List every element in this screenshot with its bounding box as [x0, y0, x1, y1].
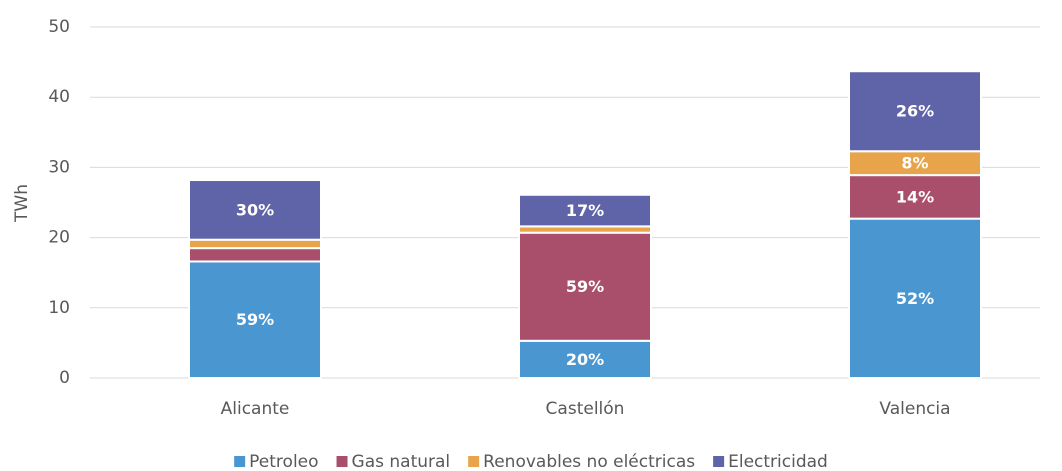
data-label: 52% — [896, 289, 934, 308]
legend-label: Electricidad — [728, 452, 828, 471]
data-label: 8% — [901, 154, 928, 173]
legend-item: Gas natural — [336, 452, 451, 471]
bar-segment — [188, 247, 322, 263]
bar-segment — [848, 70, 982, 153]
data-label: 30% — [236, 200, 274, 219]
legend-swatch — [234, 456, 246, 467]
y-tick-label: 10 — [48, 298, 70, 318]
legend-label: Petroleo — [249, 452, 318, 471]
legend-label: Gas natural — [352, 452, 451, 471]
data-label: 26% — [896, 102, 934, 121]
bar-segment — [848, 217, 982, 379]
legend-item: Electricidad — [713, 452, 828, 471]
legend-item: Petroleo — [234, 452, 319, 471]
y-tick-label: 0 — [59, 368, 70, 388]
data-label: 20% — [566, 350, 604, 369]
y-tick-label: 30 — [48, 157, 70, 177]
bar-segment — [188, 238, 322, 250]
legend-swatch — [336, 456, 348, 467]
y-tick-label: 50 — [48, 17, 70, 37]
legend-label: Renovables no eléctricas — [483, 452, 695, 471]
data-label: 14% — [896, 187, 934, 206]
x-tick-label: Castellón — [546, 399, 625, 419]
bar-segment — [188, 179, 322, 241]
y-axis-title: TWh — [12, 184, 32, 223]
x-tick-label: Valencia — [879, 399, 950, 419]
y-tick-label: 40 — [48, 87, 70, 107]
legend-item: Renovables no eléctricas — [468, 452, 695, 471]
legend-swatch — [468, 456, 480, 467]
y-tick-label: 20 — [48, 228, 70, 248]
data-label: 59% — [566, 277, 604, 296]
bar-segment — [518, 193, 652, 228]
legend: Petroleo Gas natural Renovables no eléctri… — [234, 452, 828, 471]
data-label: 17% — [566, 201, 604, 220]
bar-segment — [848, 174, 982, 220]
x-tick-label: Alicante — [221, 399, 290, 419]
legend-swatch — [713, 456, 725, 467]
bar-segment — [518, 339, 652, 380]
data-label: 59% — [236, 310, 274, 329]
bar-segment — [188, 260, 322, 379]
